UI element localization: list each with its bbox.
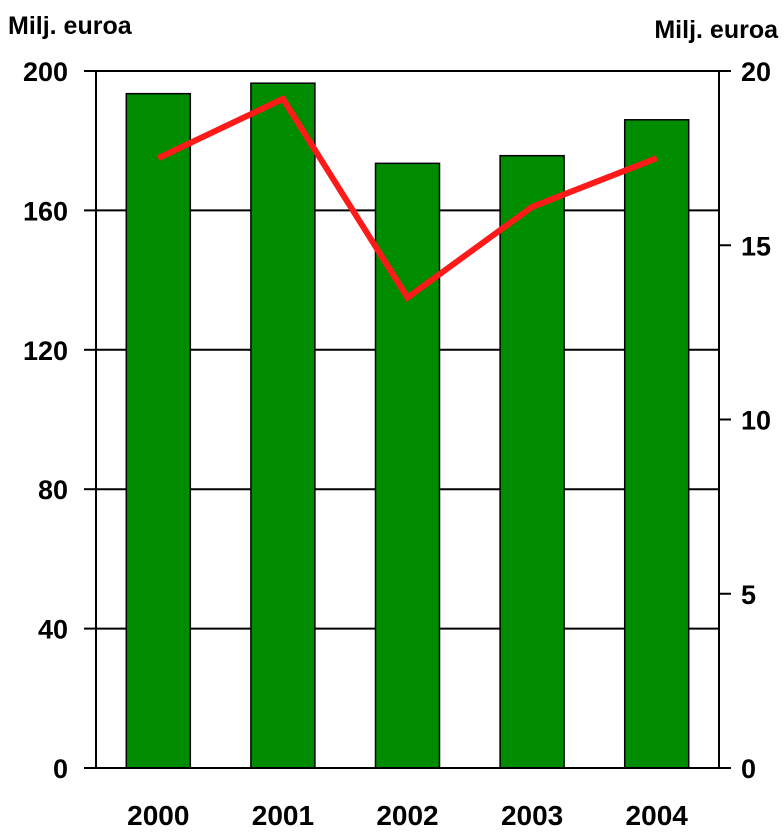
bar-2002 [374, 162, 441, 769]
right-tick-label-15: 15 [741, 231, 771, 261]
left-tick-label-80: 80 [38, 475, 68, 505]
left-tick-label-40: 40 [38, 615, 68, 645]
left-tick-label-200: 200 [23, 57, 68, 87]
x-tick-label-2002: 2002 [376, 800, 438, 831]
left-tick-label-160: 160 [23, 196, 68, 226]
line-series [157, 95, 658, 302]
bar-series [125, 82, 690, 769]
right-tick-label-10: 10 [741, 406, 771, 436]
bar-2003 [499, 154, 565, 769]
left-tick-label-0: 0 [53, 754, 68, 784]
left-tick-label-120: 120 [23, 336, 68, 366]
bar-2000 [125, 92, 192, 769]
axes [84, 70, 731, 769]
x-tick-label-2004: 2004 [626, 800, 689, 831]
x-tick-label-2003: 2003 [501, 800, 563, 831]
right-tick-label-20: 20 [741, 57, 771, 87]
left-axis-title: Milj. euroa [8, 12, 133, 40]
right-tick-label-5: 5 [741, 580, 756, 610]
x-tick-label-2001: 2001 [252, 800, 314, 831]
right-axis-title: Milj. euroa [654, 16, 779, 44]
bar-2004 [623, 119, 690, 769]
right-tick-label-0: 0 [741, 754, 756, 784]
x-tick-label-2000: 2000 [127, 800, 189, 831]
bar-2001 [250, 82, 316, 769]
